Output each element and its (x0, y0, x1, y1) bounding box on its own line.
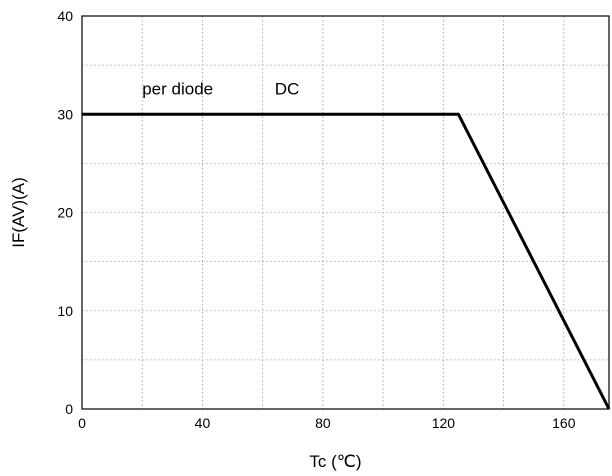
series-layer (82, 112, 611, 410)
y-tick-label: 20 (57, 205, 73, 221)
annotation-label: per diode (142, 80, 213, 99)
x-tick-label: 0 (78, 415, 86, 431)
grid-lines (82, 16, 609, 409)
x-tick-label: 40 (195, 415, 211, 431)
y-tick-label: 40 (57, 8, 73, 24)
annotations: per diode DC (142, 80, 299, 99)
plot-frame (81, 15, 610, 410)
x-tick-label: 120 (432, 415, 456, 431)
derating-curve (82, 112, 611, 410)
y-tick-label: 0 (65, 401, 73, 417)
y-tick-label: 30 (57, 106, 73, 122)
y-tick-label: 10 (57, 303, 73, 319)
annotation-label: DC (275, 80, 300, 99)
x-tick-label: 80 (315, 415, 331, 431)
x-tick-label: 160 (552, 415, 576, 431)
y-axis-label: IF(AV)(A) (9, 177, 28, 248)
x-axis-label: Tc (℃) (309, 452, 361, 471)
tick-labels: 0 40 80 120 160 0 10 20 30 40 (57, 8, 575, 431)
